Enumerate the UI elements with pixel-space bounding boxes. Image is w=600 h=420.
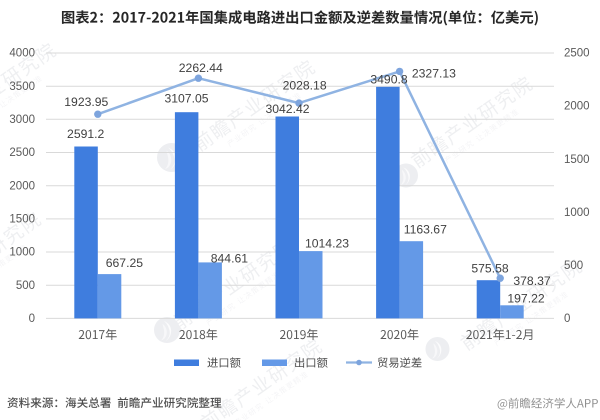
svg-text:1000: 1000 [9, 247, 35, 259]
svg-text:844.61: 844.61 [211, 252, 248, 266]
svg-text:3500: 3500 [9, 81, 35, 93]
svg-text:1500: 1500 [9, 213, 35, 225]
svg-text:3490.8: 3490.8 [370, 73, 407, 87]
svg-text:2327.13: 2327.13 [412, 67, 456, 81]
svg-text:4000: 4000 [9, 48, 35, 60]
svg-text:1923.95: 1923.95 [64, 95, 108, 109]
svg-text:2000: 2000 [564, 101, 590, 113]
svg-text:2500: 2500 [9, 147, 35, 159]
svg-text:2028.18: 2028.18 [283, 79, 327, 93]
svg-text:2262.44: 2262.44 [179, 61, 223, 75]
svg-text:3107.05: 3107.05 [164, 92, 208, 106]
svg-text:1500: 1500 [564, 154, 590, 166]
svg-text:2591.2: 2591.2 [67, 127, 104, 141]
svg-text:0: 0 [564, 313, 570, 325]
svg-text:2500: 2500 [564, 48, 590, 60]
svg-text:197.22: 197.22 [507, 292, 544, 306]
svg-text:3042.42: 3042.42 [265, 102, 309, 116]
svg-text:378.37: 378.37 [513, 274, 550, 288]
svg-text:0: 0 [29, 313, 35, 325]
svg-text:1163.67: 1163.67 [404, 223, 447, 237]
svg-text:575.58: 575.58 [471, 261, 508, 275]
svg-text:667.25: 667.25 [106, 256, 143, 270]
svg-text:500: 500 [16, 280, 35, 292]
svg-text:2000: 2000 [9, 180, 35, 192]
svg-text:3000: 3000 [9, 114, 35, 126]
svg-text:500: 500 [564, 260, 583, 272]
svg-text:1000: 1000 [564, 207, 590, 219]
svg-text:1014.23: 1014.23 [305, 236, 349, 250]
